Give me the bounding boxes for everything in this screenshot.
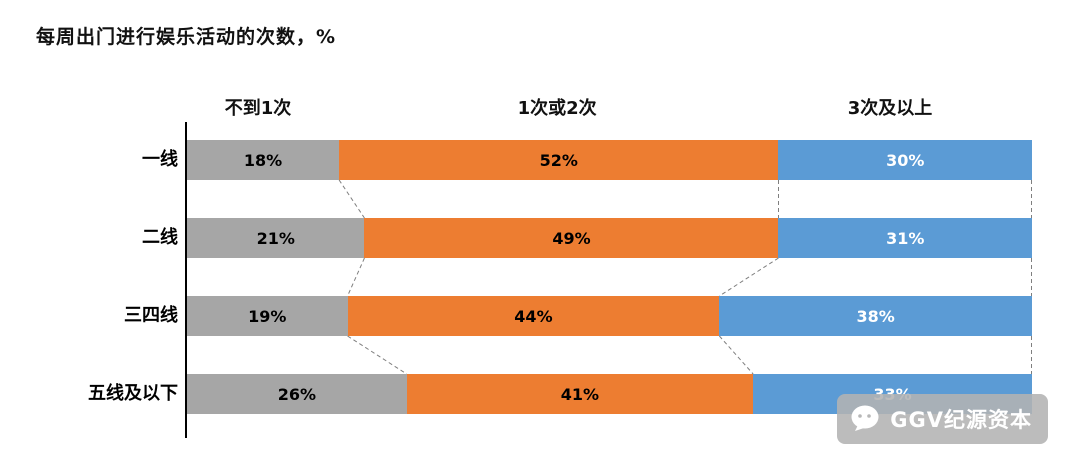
plot-area: 18%52%30%21%49%31%19%44%38%26%41%33% — [187, 140, 1032, 414]
category-label: 三四线 — [124, 305, 178, 326]
chart-title: 每周出门进行娱乐活动的次数，% — [36, 26, 337, 48]
watermark: GGV纪源资本 — [837, 394, 1048, 444]
bar-segment: 26% — [187, 374, 407, 414]
bar-row: 18% 52% 30% — [187, 140, 1032, 180]
watermark-text: GGV纪源资本 — [890, 408, 1032, 432]
bar-segment: 31% — [778, 218, 1032, 258]
bar-segment: 41% — [406, 374, 754, 414]
bar-row: 19% 44% 38% — [187, 296, 1032, 336]
y-axis-line — [185, 122, 187, 438]
bar-segment: 21% — [187, 218, 365, 258]
bar-segment: 30% — [778, 140, 1032, 180]
category-labels: 一线二线三四线五线及以下 — [0, 140, 178, 414]
wechat-chat-bubble-icon — [851, 405, 879, 431]
category-label: 二线 — [142, 227, 178, 248]
connector-lines — [338, 179, 1032, 375]
series-headers: 不到1次 1次或2次 3次及以上 — [187, 94, 1032, 120]
category-label: 一线 — [142, 149, 178, 170]
bar-segment: 19% — [187, 296, 348, 336]
bar-rows: 18%52%30%21%49%31%19%44%38%26%41%33% — [187, 140, 1032, 414]
series-header-1-or-2: 1次或2次 — [517, 98, 597, 119]
bar-segment: 49% — [364, 218, 779, 258]
bar-row: 21% 49% 31% — [187, 218, 1032, 258]
bar-segment: 18% — [187, 140, 340, 180]
series-header-3-plus: 3次及以上 — [847, 98, 933, 119]
series-header-less-than-1: 不到1次 — [224, 98, 292, 119]
bar-segment: 44% — [347, 296, 720, 336]
category-label: 五线及以下 — [88, 383, 178, 404]
bar-segment: 52% — [339, 140, 779, 180]
bar-segment: 38% — [719, 296, 1032, 336]
